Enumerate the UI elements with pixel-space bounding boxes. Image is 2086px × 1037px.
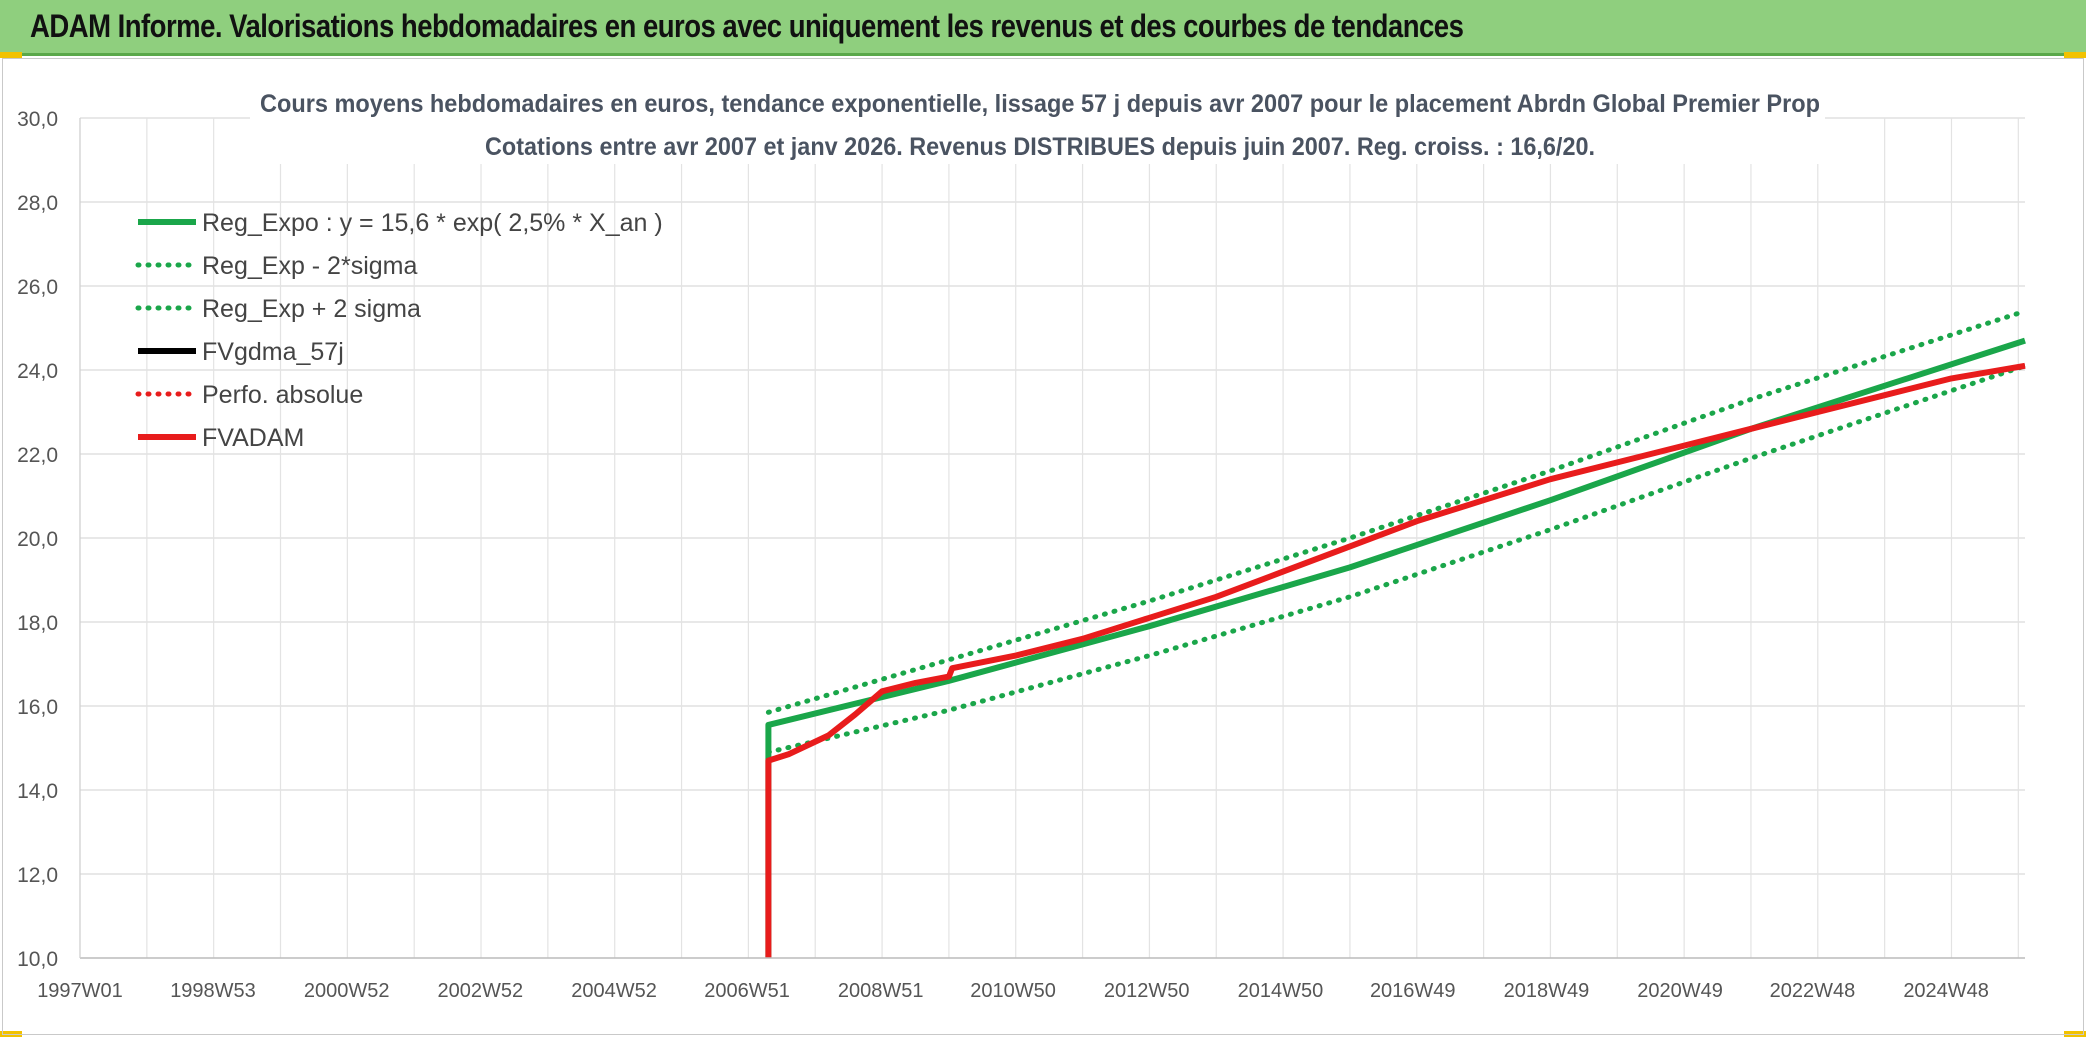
x-tick-label: 2010W50 [970,980,1056,1002]
series-lines [765,308,2028,958]
series-line [765,337,2026,958]
x-tick-label: 2012W50 [1104,980,1190,1002]
y-tick-label: 26,0 [17,276,58,299]
y-tick-label: 22,0 [17,444,58,467]
chart-title: Cours moyens hebdomadaires en euros, ten… [260,90,1820,118]
chart-titles: Cours moyens hebdomadaires en euros, ten… [250,84,1825,164]
y-tick-label: 10,0 [17,948,58,971]
x-tick-label: 2008W51 [838,980,924,1002]
y-tick-label: 24,0 [17,360,58,383]
legend-label: Reg_Exp + 2 sigma [202,295,421,323]
series-line [765,363,2028,755]
legend: Reg_Expo : y = 15,6 * exp( 2,5% * X_an )… [135,209,663,452]
x-tick-label: 2022W48 [1770,980,1856,1002]
x-tick-label: 2006W51 [704,980,790,1002]
x-tick-label: 2014W50 [1238,980,1324,1002]
y-tick-label: 14,0 [17,780,58,803]
y-tick-label: 12,0 [17,864,58,887]
corner-mark [0,52,22,58]
legend-label: Perfo. absolue [202,381,363,409]
legend-label: Reg_Expo : y = 15,6 * exp( 2,5% * X_an ) [202,209,663,237]
x-tick-label: 1997W01 [37,980,123,1002]
grid [79,117,2025,959]
series-line [765,363,2028,764]
x-tick-label: 1998W53 [170,980,256,1002]
y-tick-label: 28,0 [17,192,58,215]
axes: 10,0 12,0 14,0 16,0 18,0 20,0 22,0 24,0 26,0 28,0… [17,108,2025,1002]
report-banner: ADAM Informe. Valorisations hebdomadaire… [0,0,2086,56]
x-tick-label: 2000W52 [304,980,390,1002]
title-background [250,84,1825,164]
x-tick-label: 2004W52 [571,980,657,1002]
x-tick-label: 2002W52 [438,980,524,1002]
x-tick-label: 2020W49 [1637,980,1723,1002]
series-line [767,364,2026,763]
report-title: ADAM Informe. Valorisations hebdomadaire… [30,8,1464,44]
x-tick-label: 2018W49 [1504,980,1590,1002]
chart-frame [2,58,2084,1035]
series-line [765,308,2028,715]
chart-subtitle: Cotations entre avr 2007 et janv 2026. R… [485,133,1595,161]
legend-label: Reg_Exp - 2*sigma [202,252,417,280]
x-tick-label: 2024W48 [1903,980,1989,1002]
y-tick-label: 18,0 [17,612,58,635]
y-tick-label: 30,0 [17,108,58,131]
y-tick-label: 16,0 [17,696,58,719]
x-tick-label: 2016W49 [1370,980,1456,1002]
legend-label: FVgdma_57j [202,338,344,366]
y-tick-label: 20,0 [17,528,58,551]
legend-label: FVADAM [202,424,304,452]
corner-mark [2064,52,2086,58]
